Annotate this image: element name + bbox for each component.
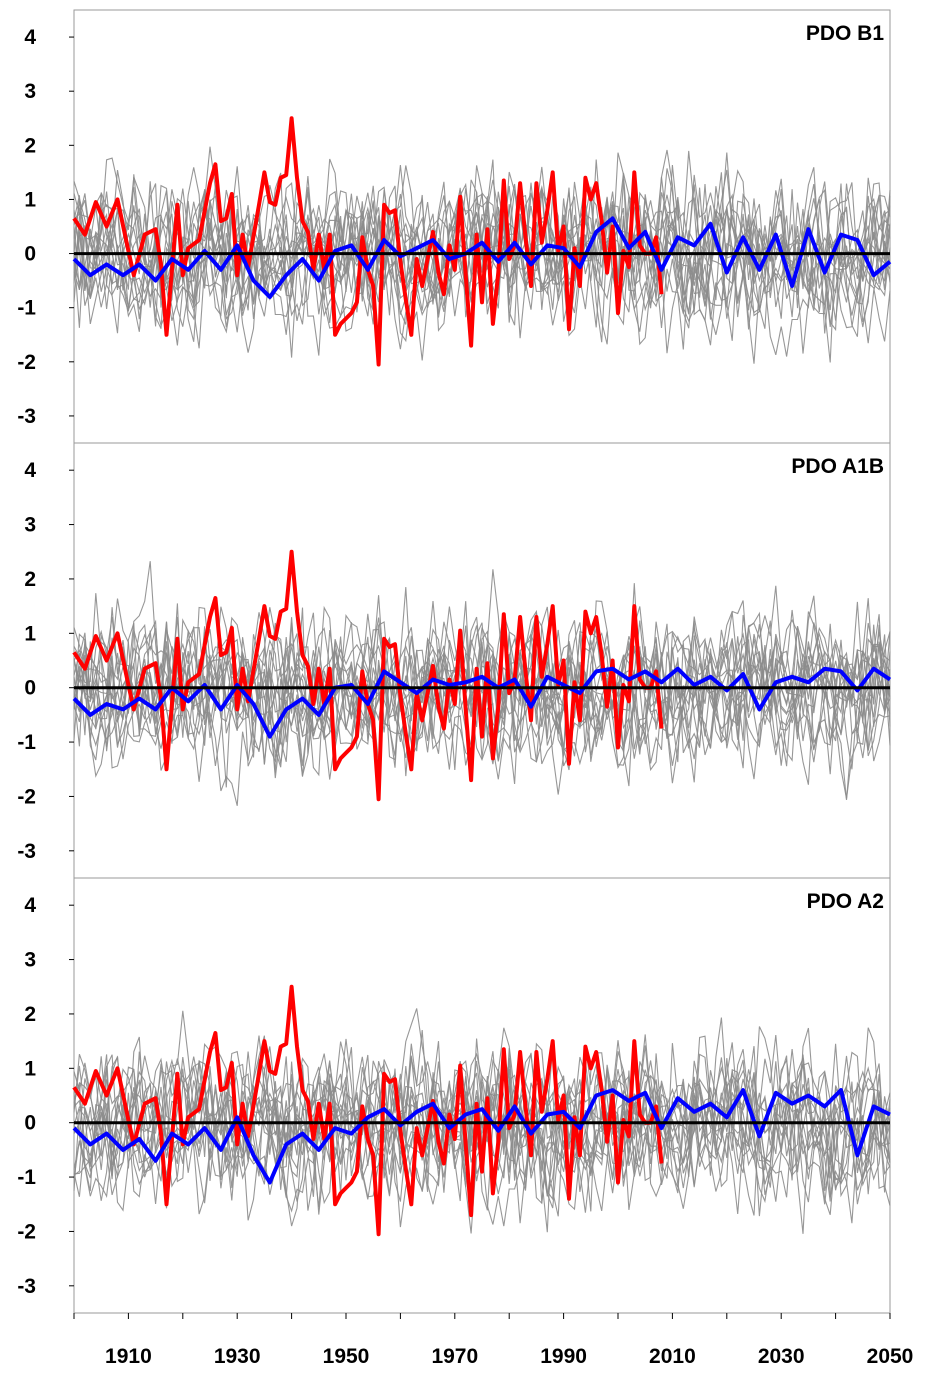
observed-pdo-line <box>72 984 664 1237</box>
panel-title: PDO B1 <box>806 22 885 45</box>
y-tick-label: 3 <box>24 80 36 103</box>
ensemble-mean-line <box>72 666 892 739</box>
y-tick-label: -3 <box>17 840 36 863</box>
x-tick-label: 1970 <box>431 1345 478 1368</box>
panel-3: -3 -2 -1 0 1 2 3 4 PDO A2 1910 1930 1950 1970 1990 201… <box>17 877 914 1368</box>
x-tick-label: 1990 <box>540 1345 587 1368</box>
y-tick-label: 4 <box>24 894 36 917</box>
y-tick-label: -3 <box>17 405 36 428</box>
ensemble-member-line <box>73 1017 891 1215</box>
x-tick-label: 2050 <box>867 1345 914 1368</box>
y-tick-label: 0 <box>24 243 36 266</box>
ensemble-member-line <box>73 612 891 775</box>
y-tick-label: 0 <box>24 677 36 700</box>
panel-1: -3 -2 -1 0 1 2 3 4 PDO B1 <box>17 9 892 444</box>
y-tick-label: -1 <box>17 731 36 754</box>
ensemble-member-line <box>73 172 891 349</box>
y-tick-label: 3 <box>24 949 36 972</box>
panel-2: -3 -2 -1 0 1 2 3 4 PDO A1B <box>17 442 892 879</box>
ensemble-mean-line <box>72 216 892 299</box>
ensemble-member-line <box>73 152 891 332</box>
y-tick-label: 2 <box>24 134 36 157</box>
ensemble-mean-line <box>72 1088 891 1185</box>
observed-pdo-line <box>72 549 664 802</box>
y-tick-label: -2 <box>17 351 36 374</box>
ensemble-member-line <box>73 1027 891 1210</box>
x-tick-label: 1910 <box>105 1345 152 1368</box>
y-tick-label: 2 <box>24 1003 36 1026</box>
ensemble-member-line <box>73 165 891 356</box>
y-tick-label: 1 <box>24 188 36 211</box>
y-tick-label: 4 <box>24 26 36 49</box>
panel-title: PDO A1B <box>791 455 884 478</box>
x-tick-label: 1950 <box>323 1345 370 1368</box>
ensemble-member-line <box>73 606 891 777</box>
x-tick-label: 1930 <box>214 1345 261 1368</box>
ensemble-member-line <box>73 167 891 346</box>
panel-title: PDO A2 <box>807 890 884 913</box>
x-tick-label: 2030 <box>758 1345 805 1368</box>
y-tick-label: -3 <box>17 1275 36 1298</box>
y-tick-label: 1 <box>24 622 36 645</box>
x-tick-label: 2010 <box>649 1345 696 1368</box>
y-tick-label: 0 <box>24 1112 36 1135</box>
y-tick-label: 2 <box>24 568 36 591</box>
y-tick-label: -1 <box>17 1166 36 1189</box>
y-tick-label: -1 <box>17 297 36 320</box>
y-tick-label: 3 <box>24 514 36 537</box>
y-tick-label: -2 <box>17 1220 36 1243</box>
y-tick-label: 4 <box>24 459 36 482</box>
ensemble-member-line <box>73 159 891 329</box>
ensemble-member-line <box>73 1030 891 1213</box>
ensemble-member-line <box>73 595 891 783</box>
ensemble-member-line <box>73 1034 891 1224</box>
y-tick-label: 1 <box>24 1057 36 1080</box>
y-tick-label: -2 <box>17 785 36 808</box>
